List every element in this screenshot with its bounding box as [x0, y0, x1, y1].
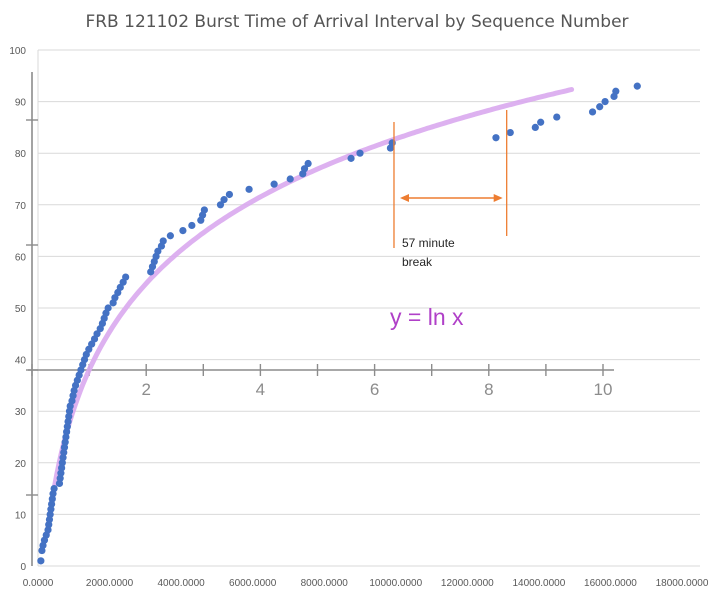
x-tick-label: 8000.0000: [301, 578, 349, 589]
x-tick-label: 18000.0000: [656, 578, 709, 589]
data-point: [601, 98, 609, 106]
data-point: [356, 149, 364, 157]
data-point: [216, 201, 225, 209]
data-point: [154, 247, 162, 255]
y-tick-label: 90: [15, 98, 27, 109]
y-tick-label: 50: [15, 304, 27, 315]
data-point: [596, 103, 604, 111]
x-tick-label: 10000.0000: [369, 578, 422, 589]
data-point: [537, 118, 545, 126]
data-point: [220, 196, 228, 204]
data-point: [304, 159, 312, 168]
curve-equation-label: y = ln x: [390, 304, 464, 330]
data-point: [37, 557, 45, 565]
x-tick-label: 2000.0000: [86, 578, 134, 589]
ln-curve: [44, 87, 575, 536]
break-annotation-line1: 57 minute: [402, 236, 455, 250]
data-point: [50, 485, 58, 493]
x-tick-label: 0.0000: [23, 578, 54, 589]
data-point: [122, 273, 130, 281]
data-point: [245, 185, 253, 193]
data-point: [388, 139, 396, 147]
data-point: [506, 128, 514, 137]
data-point: [166, 232, 174, 240]
data-point: [188, 221, 196, 230]
data-point: [612, 87, 620, 95]
y-tick-label: 0: [20, 562, 26, 573]
data-point: [286, 175, 294, 183]
overlay-x-tick-label: 6: [370, 380, 379, 399]
y-tick-label: 20: [15, 459, 27, 470]
y-tick-label: 10: [15, 510, 27, 521]
overlay-x-tick-label: 2: [141, 380, 150, 399]
break-annotation-line2: break: [402, 255, 433, 269]
data-point: [300, 165, 309, 173]
y-tick-label: 100: [9, 46, 26, 57]
data-point: [492, 134, 500, 142]
data-point: [531, 123, 539, 131]
x-tick-label: 4000.0000: [157, 578, 205, 589]
break-arrow-head-left: [399, 194, 409, 202]
y-tick-label: 60: [15, 252, 27, 263]
overlay-x-tick-label: 10: [594, 380, 613, 399]
x-tick-label: 12000.0000: [441, 578, 494, 589]
y-tick-label: 70: [15, 201, 27, 212]
data-point: [588, 108, 597, 116]
y-tick-label: 30: [15, 407, 27, 418]
data-point: [200, 206, 208, 214]
data-point: [225, 190, 234, 199]
x-tick-label: 6000.0000: [229, 578, 277, 589]
data-point: [179, 227, 187, 235]
data-point: [93, 330, 101, 338]
break-arrow-head-right: [493, 194, 503, 202]
x-tick-label: 16000.0000: [584, 578, 637, 589]
data-point: [347, 154, 355, 162]
data-point: [104, 304, 112, 312]
data-point: [553, 113, 561, 121]
overlay-x-tick-label: 8: [484, 380, 493, 399]
y-tick-label: 40: [15, 356, 27, 367]
x-tick-label: 14000.0000: [512, 578, 565, 589]
chart-title: FRB 121102 Burst Time of Arrival Interva…: [85, 12, 629, 32]
y-tick-label: 80: [15, 149, 27, 160]
data-point: [270, 180, 278, 188]
data-point: [159, 237, 167, 245]
data-point: [633, 82, 641, 90]
overlay-x-tick-label: 4: [256, 380, 265, 399]
